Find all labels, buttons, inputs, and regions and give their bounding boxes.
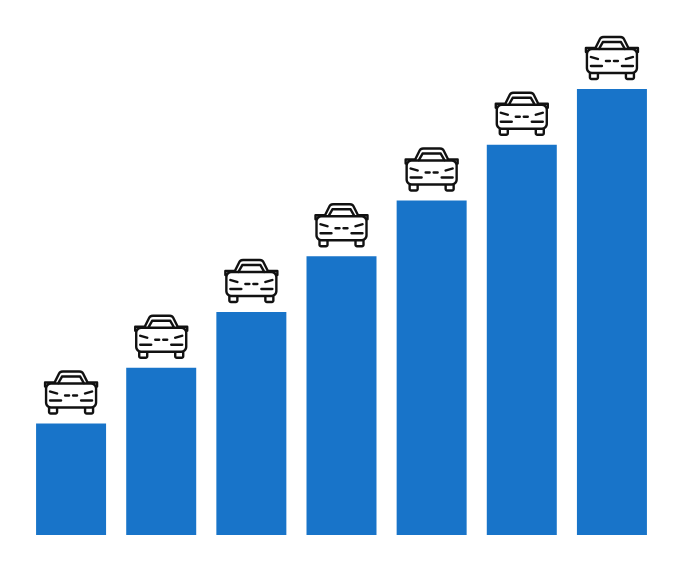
car-windshield (237, 263, 266, 274)
car-icon (494, 91, 549, 136)
car-icon (584, 35, 640, 81)
car-headlight (499, 111, 544, 123)
car-windshield (327, 208, 356, 218)
car-body (135, 326, 188, 353)
bar (576, 89, 647, 535)
car-headlight (319, 223, 364, 235)
car-windshield (56, 375, 86, 385)
car-icon (43, 370, 99, 415)
bar (36, 423, 107, 535)
bar (486, 144, 557, 535)
car-body (495, 103, 548, 130)
car-body (315, 215, 368, 242)
car-body (585, 47, 639, 75)
bar (216, 312, 287, 535)
car-headlight (229, 278, 274, 291)
car-body (225, 270, 278, 298)
car-icon (224, 258, 279, 304)
car-icon (134, 314, 189, 359)
bar (306, 256, 377, 535)
car-body (44, 382, 98, 409)
car-body (405, 159, 458, 186)
car-windshield (147, 319, 176, 329)
car-windshield (417, 152, 446, 162)
car-headlight (48, 390, 94, 402)
bar (126, 367, 197, 535)
car-icon (314, 203, 369, 248)
car-headlight (409, 167, 454, 179)
car-windshield (507, 96, 536, 106)
bar (396, 200, 467, 535)
car-headlight (139, 334, 184, 346)
car-icon (404, 147, 459, 192)
car-headlight (589, 55, 635, 68)
car-windshield (597, 40, 627, 51)
